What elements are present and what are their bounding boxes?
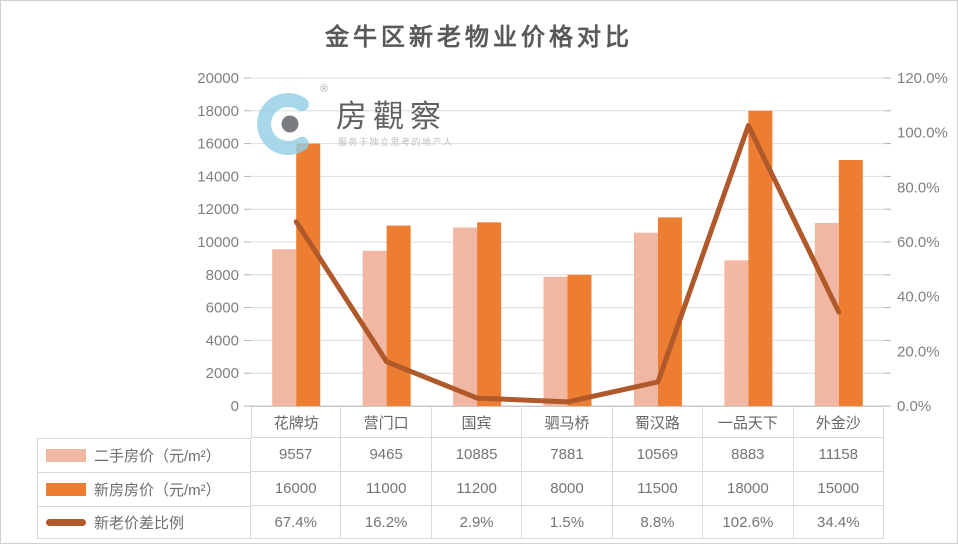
- newhome-price-cell: 11200: [431, 472, 523, 506]
- bar-newhome-3: [567, 274, 592, 406]
- secondhand-swatch-icon: [46, 449, 86, 462]
- bar-secondhand-4: [633, 232, 658, 406]
- secondhand-price-cell: 9557: [251, 438, 342, 472]
- left-axis-label: 4000: [206, 332, 239, 349]
- newhome-swatch-icon: [46, 483, 86, 496]
- ratio-cell: 34.4%: [793, 506, 884, 539]
- watermark-logo-icon: [257, 93, 309, 155]
- ratio-cell: 2.9%: [431, 506, 523, 539]
- left-axis-label: 14000: [197, 168, 239, 185]
- ratio-cell: 1.5%: [522, 506, 613, 539]
- left-axis-label: 20000: [197, 70, 239, 87]
- bar-newhome-0: [296, 143, 321, 406]
- legend-item-secondhand: 二手房价（元/m²）: [37, 438, 251, 472]
- bar-secondhand-6: [814, 223, 839, 406]
- left-axis-label: 12000: [197, 201, 239, 218]
- newhome-price-cell: 15000: [793, 472, 884, 506]
- left-axis-label: 6000: [206, 300, 239, 317]
- category-header: 营门口: [341, 406, 432, 438]
- left-axis-label: 8000: [206, 267, 239, 284]
- left-axis-label: 2000: [206, 365, 239, 382]
- watermark-tagline: 服务于独立思考的地产人: [338, 137, 454, 147]
- ratio-line-swatch-icon: [46, 519, 86, 526]
- category-header: 驷马桥: [522, 406, 613, 438]
- left-axis-label: 16000: [197, 136, 239, 153]
- newhome-price-cell: 8000: [522, 472, 613, 506]
- ratio-cell: 8.8%: [612, 506, 704, 539]
- legend-label: 二手房价（元/m²）: [94, 448, 221, 465]
- bar-secondhand-3: [543, 276, 568, 406]
- bar-newhome-1: [386, 225, 411, 406]
- secondhand-price-cell: 8883: [703, 438, 794, 472]
- bar-secondhand-2: [453, 227, 478, 406]
- bar-newhome-2: [477, 222, 502, 406]
- left-axis-label: 18000: [197, 103, 239, 120]
- category-header: 蜀汉路: [612, 406, 704, 438]
- ratio-cell: 102.6%: [703, 506, 794, 539]
- right-axis-label: 120.0%: [897, 70, 948, 87]
- bar-newhome-6: [838, 160, 863, 406]
- secondhand-price-cell: 7881: [522, 438, 613, 472]
- watermark-brand-text: 房觀察: [336, 99, 447, 134]
- right-axis-label: 40.0%: [897, 289, 940, 306]
- ratio-cell: 16.2%: [341, 506, 432, 539]
- watermark: ® 房觀察 服务于独立思考的地产人: [254, 83, 484, 175]
- bar-secondhand-0: [272, 249, 297, 406]
- secondhand-price-cell: 10885: [431, 438, 523, 472]
- category-header: 花牌坊: [251, 406, 342, 438]
- category-header: 国宾: [431, 406, 523, 438]
- chart-title: 金牛区新老物业价格对比: [325, 24, 633, 51]
- price-comparison-chart: 0 2000 4000 6000 8000 10000 12000 14000 16000 180…: [197, 70, 948, 415]
- secondhand-price-cell: 9465: [341, 438, 432, 472]
- left-axis-label: 10000: [197, 234, 239, 251]
- bar-newhome-5: [748, 110, 773, 407]
- secondhand-price-cell: 11158: [793, 438, 884, 472]
- right-axis-label: 100.0%: [897, 125, 948, 142]
- legend-item-ratio: 新老价差比例: [37, 506, 251, 539]
- data-table: 花牌坊 营门口 国宾 驷马桥 蜀汉路 一品天下 外金沙 二手房价（元/m²） 9…: [37, 406, 884, 539]
- right-axis-label: 20.0%: [897, 343, 940, 360]
- newhome-price-cell: 11000: [341, 472, 432, 506]
- bar-secondhand-5: [724, 260, 749, 406]
- registered-trademark-symbol: ®: [320, 83, 329, 95]
- table-corner-spacer: [37, 406, 251, 438]
- legend-label: 新老价差比例: [94, 515, 185, 532]
- newhome-price-cell: 16000: [251, 472, 342, 506]
- newhome-price-cell: 18000: [703, 472, 794, 506]
- right-axis-label: 0.0%: [897, 398, 931, 415]
- ratio-line: [293, 123, 842, 405]
- legend-item-newhome: 新房房价（元/m²）: [37, 472, 251, 506]
- legend-label: 新房房价（元/m²）: [94, 482, 221, 499]
- newhome-price-cell: 11500: [612, 472, 704, 506]
- left-axis-label: 0: [231, 398, 239, 415]
- secondhand-price-cell: 10569: [612, 438, 704, 472]
- right-axis-label: 80.0%: [897, 179, 940, 196]
- ratio-cell: 67.4%: [251, 506, 342, 539]
- category-header: 外金沙: [793, 406, 884, 438]
- category-header: 一品天下: [703, 406, 794, 438]
- right-axis-label: 60.0%: [897, 234, 940, 251]
